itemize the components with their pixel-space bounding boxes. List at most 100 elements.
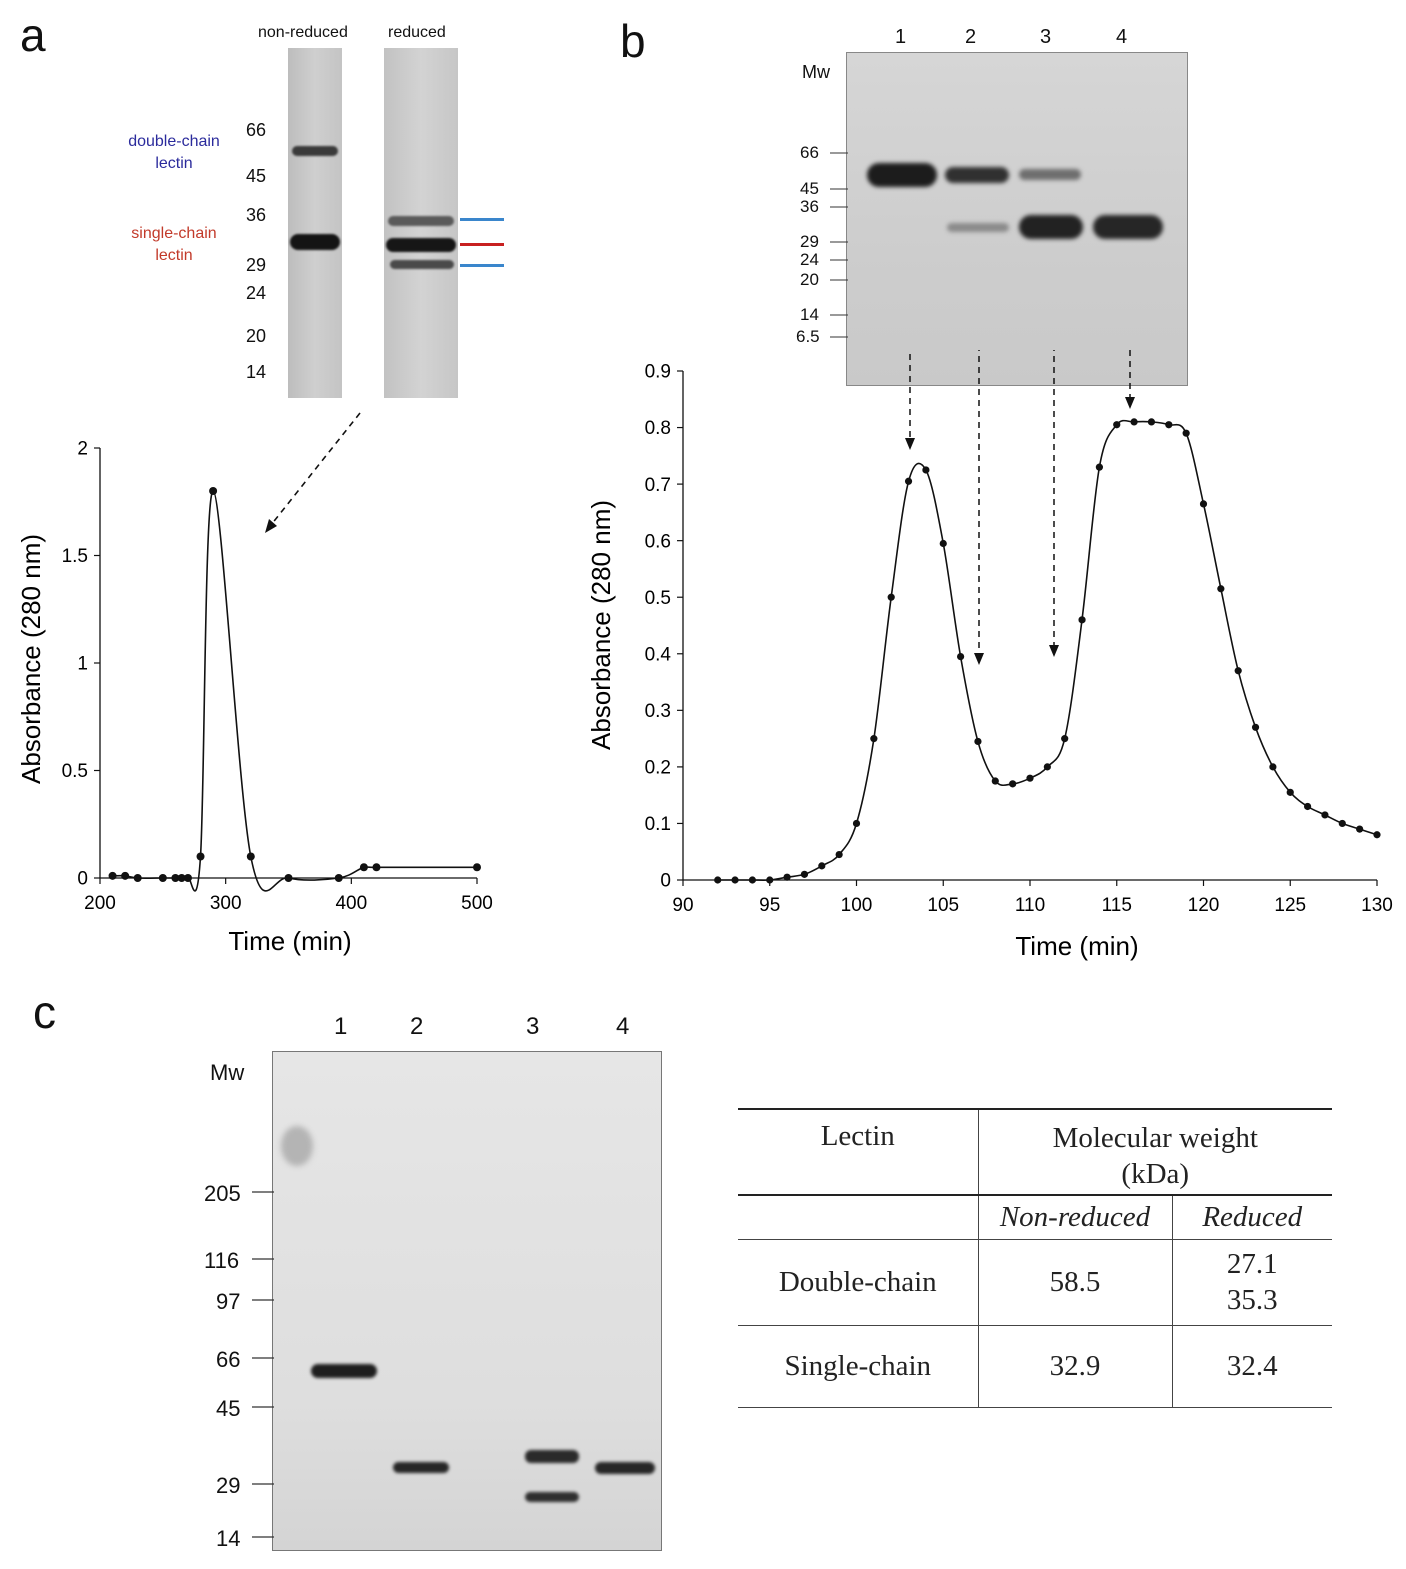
data-point [870,735,878,743]
y-tick-label: 2 [77,439,88,460]
molecular-weight-table: Lectin Molecular weight (kDa) Non-reduce… [738,1108,1332,1408]
data-point [209,487,218,495]
data-point [904,477,913,485]
gel-b-mw-6-5: 6.5 [796,327,820,346]
data-point [835,850,843,859]
data-point [284,874,293,882]
gel-band [311,1364,377,1378]
table-cell-nonreduced: 32.9 [977,1324,1172,1408]
chart-a-series-line [112,490,477,892]
gel-band [525,1450,579,1463]
data-point [1251,723,1260,731]
gel-b-mw-29: 29 [800,232,819,251]
x-tick-label: 115 [1102,895,1132,916]
gel-smudge [281,1126,313,1166]
annotation-double-chain-lectin: double-chain lectin [128,133,220,172]
data-point [1026,774,1034,782]
data-point [1321,811,1329,819]
data-point [1095,463,1103,471]
gel-b-mw-66: 66 [800,143,819,162]
gel-b-lane-1: 1 [895,26,907,48]
gel-c-mw-title: Mw [210,1060,245,1085]
y-tick-label: 0.3 [645,701,671,722]
gel-c-mw-116: 116 [204,1248,240,1273]
chart-a: 200 300 400 500 0 0.5 1 1.5 2 Time (min) Absorba… [16,439,493,956]
data-point [1009,780,1017,788]
data-point [887,593,895,601]
y-tick-label: 1.5 [62,546,88,567]
y-tick-label: 0 [77,869,88,890]
gel-c-image [272,1051,662,1551]
gel-band [1019,169,1081,180]
x-tick-label: 125 [1274,895,1306,916]
data-point [1234,667,1242,675]
data-point [359,863,368,872]
gel-a-mw-29: 29 [246,255,267,275]
data-point [108,871,117,880]
gel-c-lane-2: 2 [410,1013,424,1040]
x-tick-label: 130 [1361,895,1393,916]
x-tick-label: 200 [84,893,116,914]
x-tick-label: 100 [841,895,873,916]
gel-c-mw-29: 29 [216,1473,241,1498]
data-point [1269,763,1277,771]
gel-b-lane-3: 3 [1040,26,1052,48]
data-point [731,876,739,884]
table-cell-lectin: Double-chain [738,1238,978,1325]
gel-c-mw-66: 66 [216,1347,241,1372]
y-tick-label: 0.6 [645,531,671,552]
gel-band [1019,215,1083,239]
gel-a-mw-20: 20 [246,326,267,346]
gel-a-mw-36: 36 [246,205,267,225]
gel-a-mw-66: 66 [246,120,267,140]
data-point [133,874,142,882]
marker-line-double-lower [460,264,504,267]
x-tick-label: 95 [759,895,780,916]
gel-band [1093,215,1163,239]
gel-a-lane-label-nonreduced: non-reduced [258,24,348,41]
gel-band [386,238,456,252]
table-header-molecular-weight: Molecular weight (kDa) [977,1108,1332,1195]
gel-b-mw-36: 36 [800,197,819,216]
x-tick-label: 110 [1015,895,1045,916]
data-point [1304,802,1312,811]
data-point [158,874,167,882]
gel-a-mw-45: 45 [246,166,267,186]
data-point [1130,418,1138,426]
x-tick-label: 105 [927,895,959,916]
data-point [922,466,930,474]
chart-b-xlabel: Time (min) [1015,931,1138,961]
data-point [1199,500,1208,508]
data-point [196,852,205,861]
data-point [372,863,381,872]
marker-line-double-upper [460,218,504,221]
gel-a-mw-24: 24 [246,283,267,303]
data-point [1078,616,1086,624]
gel-c-mw-45: 45 [216,1396,241,1421]
data-point [818,862,826,870]
gel-band [393,1462,449,1473]
data-point [1113,421,1121,429]
chart-a-ylabel: Absorbance (280 nm) [16,534,46,784]
table-cell-reduced: 32.4 [1171,1324,1332,1408]
data-point [121,871,130,880]
x-tick-label: 400 [335,893,367,914]
y-tick-label: 1 [77,654,88,675]
chart-b-ylabel: Absorbance (280 nm) [586,500,616,750]
gel-a-lane-label-reduced: reduced [388,24,446,41]
marker-line-single [460,243,504,246]
gel-c-lane-3: 3 [526,1013,540,1040]
data-point [1217,585,1225,593]
data-point [1338,819,1346,828]
data-point [177,874,186,882]
data-point [1043,763,1051,771]
data-point [957,653,965,661]
data-point [852,819,861,828]
gel-b-mw-20: 20 [800,270,819,289]
table-row: Double-chain 58.5 27.1 35.3 [738,1238,1332,1325]
panel-label-a: a [20,9,46,61]
data-point [1061,735,1069,743]
gel-b-mw-title: Mw [802,62,830,82]
gel-c-mw-97: 97 [216,1289,241,1314]
y-tick-label: 0.7 [645,475,671,496]
